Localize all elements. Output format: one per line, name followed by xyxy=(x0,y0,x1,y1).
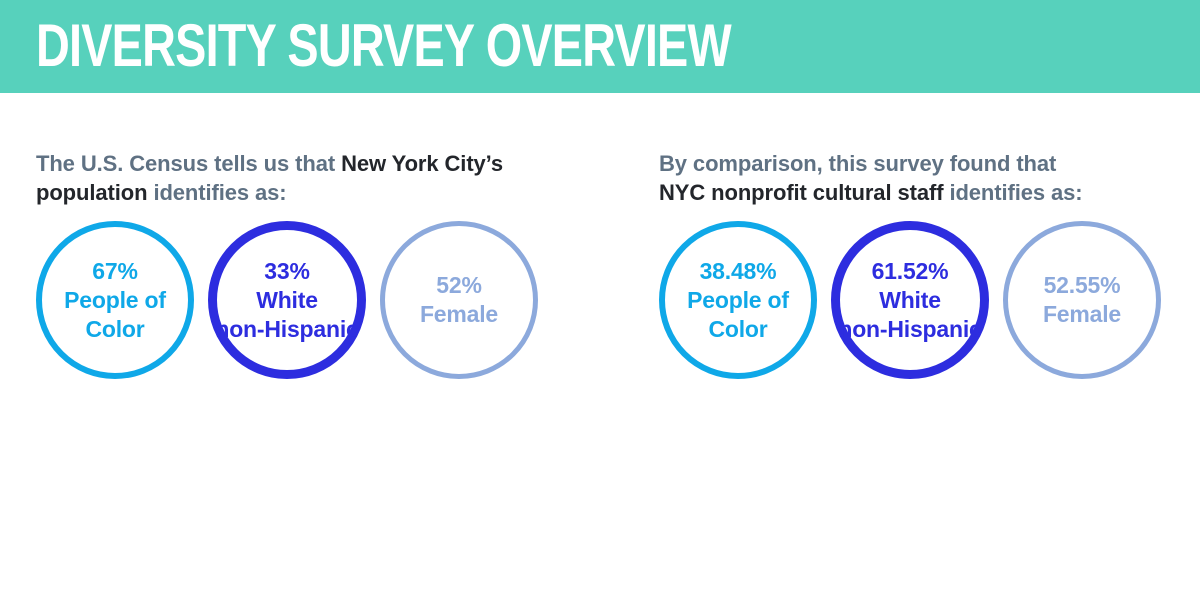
header-bar: DIVERSITY SURVEY OVERVIEW xyxy=(0,0,1200,93)
circle-value: 61.52% xyxy=(871,257,949,284)
census-circles-row: 67% People of Color 33% White non-Hispan… xyxy=(36,221,621,379)
circle-value: 52% xyxy=(436,272,482,298)
intro-lead: By comparison, this survey found that xyxy=(659,151,1057,176)
stat-circle-text: 33% White non-Hispanic xyxy=(215,257,358,344)
circle-value: 67% xyxy=(92,257,138,284)
page-title: DIVERSITY SURVEY OVERVIEW xyxy=(36,11,732,79)
stat-circle-text: 52% Female xyxy=(420,271,498,329)
intro-line-2: population identifies as: xyxy=(36,178,621,207)
intro-emphasis: New York City’s xyxy=(341,151,504,176)
circle-label-line: Color xyxy=(708,315,768,342)
census-intro-text: The U.S. Census tells us that New York C… xyxy=(36,149,621,207)
circle-label-line: Female xyxy=(419,301,499,327)
stat-circle-text: 61.52% White non-Hispanic xyxy=(838,257,981,344)
intro-line-2: NYC nonprofit cultural staff identifies … xyxy=(659,178,1189,207)
circle-value: 52.55% xyxy=(1043,272,1121,298)
intro-lead: The U.S. Census tells us that xyxy=(36,151,342,176)
intro-tail: identifies as: xyxy=(153,180,287,205)
stat-circle-census-people-of-color: 67% People of Color xyxy=(36,221,194,379)
circle-label-line: White xyxy=(256,286,318,313)
intro-line-1: The U.S. Census tells us that New York C… xyxy=(36,149,621,178)
survey-panel: By comparison, this survey found that NY… xyxy=(659,149,1189,379)
intro-emphasis: NYC nonprofit cultural staff xyxy=(659,180,950,205)
stat-circle-census-white-non-hispanic: 33% White non-Hispanic xyxy=(208,221,366,379)
circle-value: 33% xyxy=(264,257,310,284)
survey-intro-text: By comparison, this survey found that NY… xyxy=(659,149,1189,207)
stat-circle-text: 38.48% People of Color xyxy=(687,257,789,344)
circle-label-line: non-Hispanic xyxy=(215,315,359,342)
stat-circle-text: 52.55% Female xyxy=(1043,271,1121,329)
circle-label-line: non-Hispanic xyxy=(838,315,982,342)
stat-circle-text: 67% People of Color xyxy=(64,257,166,344)
intro-emphasis: population xyxy=(36,180,154,205)
circle-label-line: White xyxy=(879,286,941,313)
census-panel: The U.S. Census tells us that New York C… xyxy=(36,149,621,379)
circle-label-line: People of xyxy=(687,286,789,313)
intro-line-1: By comparison, this survey found that xyxy=(659,149,1189,178)
stat-circle-survey-people-of-color: 38.48% People of Color xyxy=(659,221,817,379)
stat-circle-census-female: 52% Female xyxy=(380,221,538,379)
stat-circle-survey-female: 52.55% Female xyxy=(1003,221,1161,379)
stat-circle-survey-white-non-hispanic: 61.52% White non-Hispanic xyxy=(831,221,989,379)
circle-label-line: Female xyxy=(1042,301,1122,327)
circle-value: 38.48% xyxy=(699,257,777,284)
circle-label-line: People of xyxy=(64,286,166,313)
circle-label-line: Color xyxy=(85,315,145,342)
survey-circles-row: 38.48% People of Color 61.52% White non-… xyxy=(659,221,1189,379)
intro-tail: identifies as: xyxy=(949,180,1083,205)
